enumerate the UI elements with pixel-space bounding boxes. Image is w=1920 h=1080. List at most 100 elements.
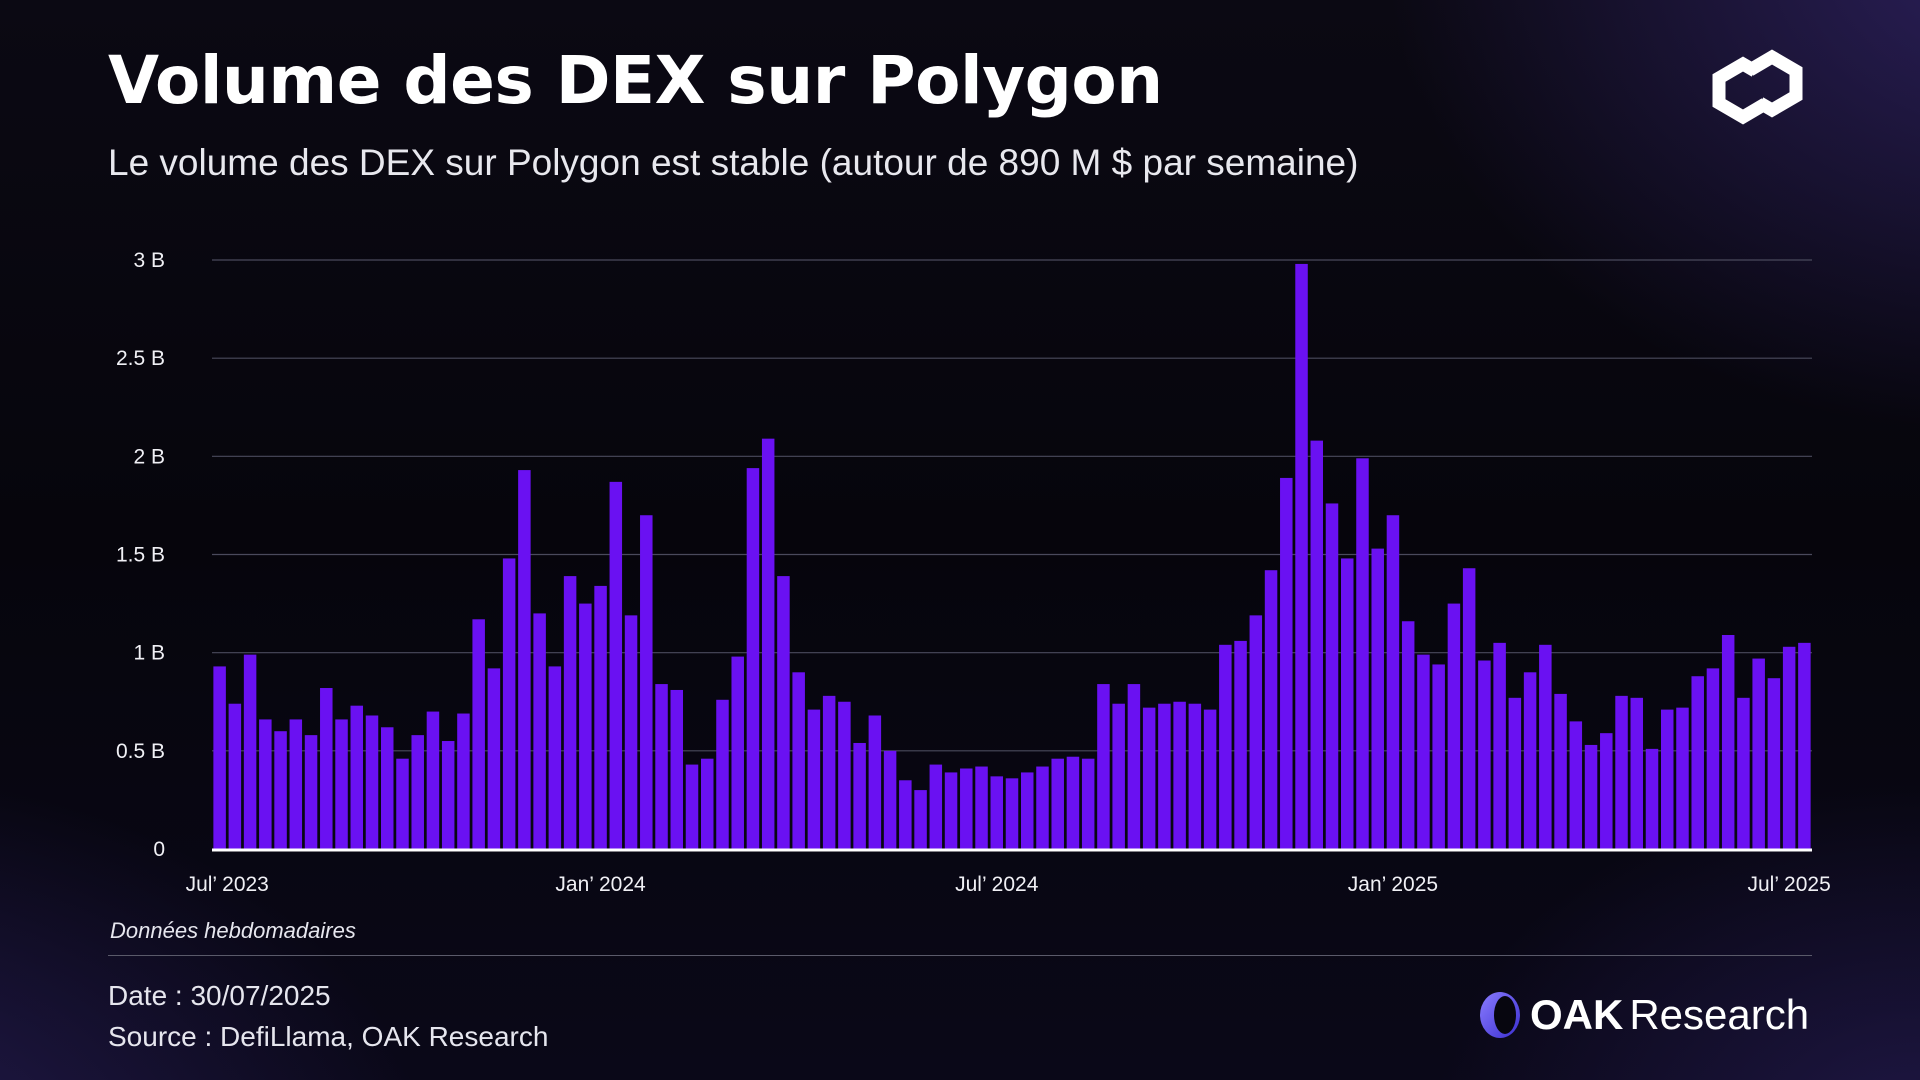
bar [1142, 707, 1156, 849]
bar [1462, 568, 1476, 849]
y-tick-label: 2.5 B [116, 347, 165, 370]
bar [594, 585, 607, 849]
polygon-logo-icon [1712, 49, 1803, 125]
y-tick-label: 0.5 B [116, 740, 165, 763]
bar [929, 764, 943, 849]
page-subtitle: Le volume des DEX sur Polygon est stable… [108, 142, 1359, 183]
bar [1401, 621, 1415, 849]
bar [1188, 703, 1202, 849]
bar [457, 713, 470, 849]
bar [1264, 570, 1278, 849]
bar [944, 772, 958, 849]
bar [1417, 654, 1430, 849]
bar [243, 654, 257, 849]
bar [1539, 644, 1552, 849]
bar [1081, 758, 1095, 849]
bar [1325, 503, 1339, 849]
bar [1432, 664, 1445, 849]
bar [1752, 658, 1765, 849]
bar [441, 741, 455, 849]
bar [1721, 635, 1735, 849]
bar [777, 576, 790, 849]
y-tick-label: 0 [153, 838, 165, 861]
footer-source: Source : DefiLlama, OAK Research [108, 1021, 549, 1052]
bar [1615, 695, 1628, 849]
bar [365, 715, 379, 849]
bar [1691, 676, 1704, 849]
bar [761, 438, 775, 849]
page-title: Volume des DEX sur Polygon [108, 42, 1163, 119]
bar [518, 470, 531, 849]
bar [716, 699, 729, 849]
bar [838, 701, 851, 849]
bar [548, 666, 562, 849]
bar [563, 576, 577, 849]
bar [213, 666, 226, 849]
bar [380, 727, 394, 849]
bar [1005, 778, 1019, 849]
bar [426, 711, 440, 849]
bar [1782, 646, 1796, 849]
bar [1203, 709, 1217, 849]
bar [746, 468, 760, 849]
bar [609, 481, 623, 849]
bar [899, 780, 912, 849]
bar [1112, 703, 1125, 849]
bar [1798, 642, 1811, 849]
bar [1523, 672, 1537, 849]
y-tick-label: 3 B [133, 249, 165, 272]
x-tick-label: Jul’ 2024 [955, 873, 1039, 896]
bar [700, 758, 714, 849]
bar [411, 735, 424, 849]
bar [1676, 707, 1689, 849]
bar [1386, 515, 1400, 849]
bar [1508, 697, 1522, 849]
x-tick-label: Jul’ 2025 [1747, 873, 1830, 896]
bar [655, 684, 668, 849]
footer-divider [108, 955, 1812, 956]
bar [670, 689, 684, 849]
bar [1447, 603, 1461, 849]
bar [731, 656, 744, 849]
bar [914, 790, 927, 849]
bar [259, 719, 272, 849]
chart-caption: Données hebdomadaires [110, 918, 356, 943]
bar [960, 768, 973, 849]
bar [335, 719, 348, 849]
bar [853, 742, 866, 849]
bar [304, 735, 318, 849]
bar [1493, 642, 1506, 849]
bar [1569, 721, 1583, 849]
bar [1630, 697, 1644, 849]
bar [533, 613, 546, 849]
bar [1554, 693, 1567, 849]
footer-date: Date : 30/07/2025 [108, 980, 331, 1011]
bar [1737, 697, 1750, 849]
bar [502, 558, 516, 849]
bar [807, 709, 821, 849]
bar [975, 766, 988, 849]
bar [990, 776, 1004, 849]
bar [1706, 668, 1720, 849]
y-tick-label: 1.5 B [116, 544, 165, 567]
x-tick-label: Jan’ 2024 [555, 873, 646, 896]
bar [1234, 640, 1247, 849]
oak-research-logo-icon [1480, 992, 1520, 1038]
bar [792, 672, 805, 849]
bar [1036, 766, 1049, 849]
bar [1645, 748, 1659, 849]
bar [1219, 644, 1232, 849]
bar [1280, 477, 1293, 849]
bar [1584, 744, 1598, 849]
bar [1158, 703, 1171, 849]
bar [1767, 678, 1781, 849]
bar [396, 758, 409, 849]
bar [1066, 756, 1080, 849]
bar [1371, 548, 1384, 849]
x-tick-label: Jan’ 2025 [1348, 873, 1438, 896]
brand-word-research: Research [1629, 991, 1810, 1038]
bar [579, 603, 592, 849]
bar [822, 695, 836, 849]
bar [350, 705, 364, 849]
